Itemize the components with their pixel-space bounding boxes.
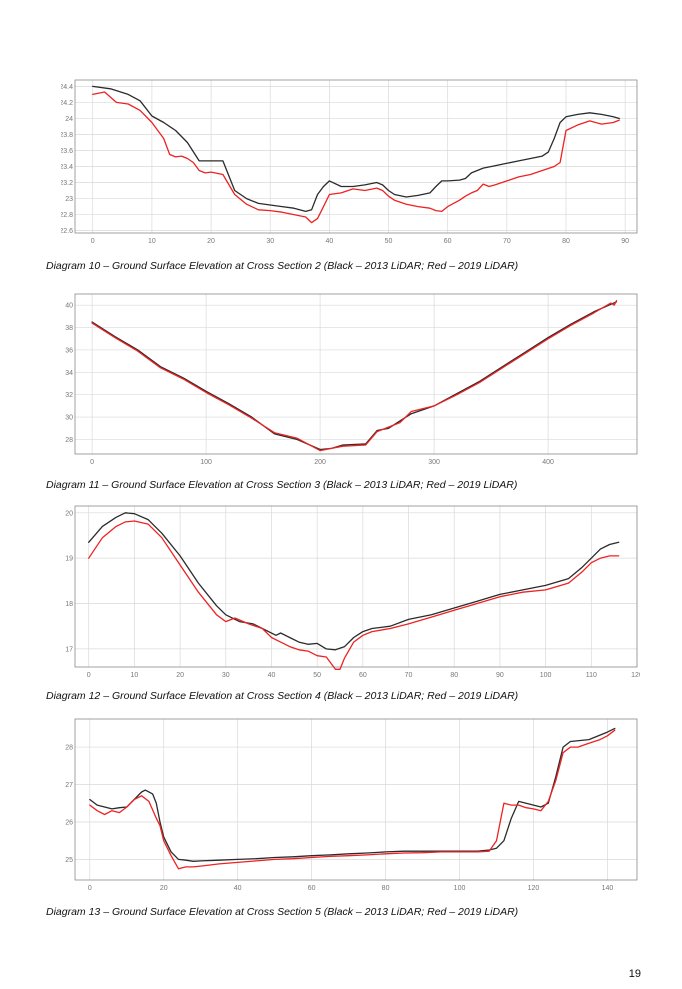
y-tick-label: 17 bbox=[65, 646, 73, 653]
y-tick-label: 25 bbox=[65, 857, 73, 864]
x-tick-label: 0 bbox=[91, 238, 95, 245]
x-tick-label: 10 bbox=[148, 238, 156, 245]
y-tick-label: 22.6 bbox=[61, 228, 73, 235]
y-tick-label: 30 bbox=[65, 415, 73, 422]
plot-frame bbox=[74, 293, 638, 455]
y-tick-label: 19 bbox=[65, 556, 73, 563]
x-tick-label: 70 bbox=[503, 238, 511, 245]
x-tick-label: 100 bbox=[454, 885, 466, 892]
y-tick-label: 40 bbox=[65, 303, 73, 310]
y-tick-label: 18 bbox=[65, 601, 73, 608]
y-tick-label: 24.4 bbox=[61, 84, 73, 91]
chart-svg: 0 20 40 60 80 100 120 140 25 26 27 28 bbox=[65, 718, 638, 892]
x-tick-label: 10 bbox=[130, 672, 138, 679]
grid bbox=[75, 719, 637, 880]
series-line-2013-lidar bbox=[91, 301, 618, 451]
x-tick-label: 90 bbox=[496, 672, 504, 679]
x-tick-label: 0 bbox=[87, 672, 91, 679]
x-tick-label: 80 bbox=[450, 672, 458, 679]
x-tick-label: 20 bbox=[160, 885, 168, 892]
caption-diagram-11: Diagram 11 – Ground Surface Elevation at… bbox=[46, 479, 518, 491]
y-tick-label: 38 bbox=[65, 325, 73, 332]
chart-cross-section-3: 0 100 200 300 400 28 30 32 34 36 38 40 bbox=[61, 291, 640, 468]
x-tick-label: 90 bbox=[621, 238, 629, 245]
grid bbox=[75, 80, 637, 233]
plot-frame bbox=[74, 79, 638, 234]
caption-diagram-10: Diagram 10 – Ground Surface Elevation at… bbox=[46, 260, 519, 272]
chart-cross-section-4: 0 10 20 30 40 50 60 70 80 90 100 110 120 17 18 19 20 bbox=[61, 503, 640, 681]
x-tick-label: 400 bbox=[542, 459, 554, 466]
x-tick-label: 40 bbox=[325, 238, 333, 245]
y-tick-label: 23.8 bbox=[61, 132, 73, 139]
x-tick-label: 300 bbox=[428, 459, 440, 466]
series-line-2013-lidar bbox=[89, 727, 616, 862]
page-number: 19 bbox=[628, 968, 641, 980]
x-tick-label: 110 bbox=[586, 672, 597, 679]
chart-svg: 0 10 20 30 40 50 60 70 80 90 100 110 120 17 18 19 20 bbox=[65, 505, 640, 679]
y-tick-label: 23.4 bbox=[61, 164, 73, 171]
x-tick-label: 140 bbox=[602, 885, 614, 892]
x-tick-label: 50 bbox=[313, 672, 321, 679]
chart-svg: 0 100 200 300 400 28 30 32 34 36 38 40 bbox=[65, 293, 638, 466]
x-tick-label: 120 bbox=[528, 885, 540, 892]
x-tick-label: 20 bbox=[207, 238, 215, 245]
x-tick-label: 30 bbox=[222, 672, 230, 679]
x-tick-label: 70 bbox=[405, 672, 413, 679]
caption-diagram-13: Diagram 13 – Ground Surface Elevation at… bbox=[46, 906, 519, 918]
y-tick-label: 24 bbox=[65, 116, 73, 123]
series-line-2013-lidar bbox=[92, 85, 620, 213]
y-tick-label: 26 bbox=[65, 819, 73, 826]
x-tick-label: 0 bbox=[88, 885, 92, 892]
x-tick-label: 100 bbox=[200, 459, 212, 466]
y-tick-label: 36 bbox=[65, 347, 73, 354]
x-tick-label: 80 bbox=[562, 238, 570, 245]
chart-cross-section-5: 0 20 40 60 80 100 120 140 25 26 27 28 bbox=[61, 716, 640, 894]
x-tick-label: 100 bbox=[540, 672, 552, 679]
y-tick-label: 34 bbox=[65, 370, 73, 377]
y-tick-label: 23.2 bbox=[61, 180, 73, 187]
series-line-2019-lidar bbox=[88, 520, 620, 670]
y-tick-label: 28 bbox=[65, 745, 73, 752]
x-tick-label: 120 bbox=[631, 672, 640, 679]
chart-svg: 0 10 20 30 40 50 60 70 80 90 22.6 22.8 23 23.2 23.4 23.… bbox=[61, 79, 638, 245]
x-tick-label: 200 bbox=[314, 459, 326, 466]
grid bbox=[75, 294, 637, 454]
x-tick-label: 50 bbox=[385, 238, 393, 245]
plot-frame bbox=[74, 718, 638, 881]
caption-diagram-12: Diagram 12 – Ground Surface Elevation at… bbox=[46, 690, 519, 702]
x-tick-label: 20 bbox=[176, 672, 184, 679]
y-tick-label: 23 bbox=[65, 196, 73, 203]
x-tick-label: 60 bbox=[444, 238, 452, 245]
x-tick-label: 60 bbox=[359, 672, 367, 679]
series-line-2019-lidar bbox=[91, 300, 618, 452]
series-line-2013-lidar bbox=[88, 512, 620, 651]
y-tick-label: 28 bbox=[65, 437, 73, 444]
y-tick-label: 24.2 bbox=[61, 100, 73, 107]
x-tick-label: 40 bbox=[234, 885, 242, 892]
x-tick-label: 30 bbox=[266, 238, 274, 245]
x-tick-label: 0 bbox=[90, 459, 94, 466]
chart-cross-section-2: 0 10 20 30 40 50 60 70 80 90 22.6 22.8 23 23.2 23.4 23.… bbox=[61, 77, 640, 247]
y-tick-label: 20 bbox=[65, 510, 73, 517]
x-tick-label: 60 bbox=[308, 885, 316, 892]
y-tick-label: 22.8 bbox=[61, 212, 73, 219]
x-tick-label: 80 bbox=[382, 885, 390, 892]
series-line-2019-lidar bbox=[92, 91, 620, 224]
y-tick-label: 23.6 bbox=[61, 148, 73, 155]
series-line-2019-lidar bbox=[89, 729, 616, 870]
x-tick-label: 40 bbox=[268, 672, 276, 679]
y-tick-label: 32 bbox=[65, 392, 73, 399]
plot-frame bbox=[74, 505, 638, 668]
y-tick-label: 27 bbox=[65, 782, 73, 789]
